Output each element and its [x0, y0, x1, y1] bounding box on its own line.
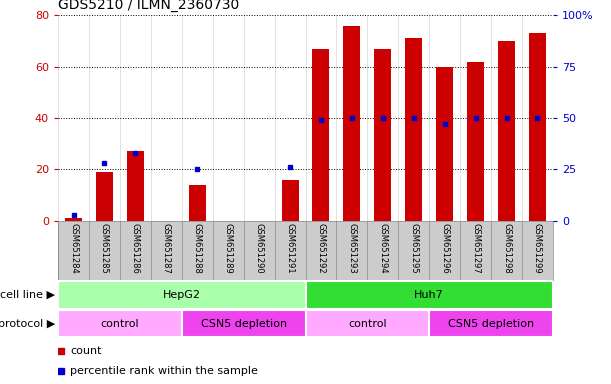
Text: GSM651298: GSM651298 [502, 223, 511, 273]
Text: GSM651296: GSM651296 [440, 223, 449, 273]
Text: GSM651297: GSM651297 [471, 223, 480, 273]
Bar [96, 172, 113, 221]
Bar [306, 281, 553, 309]
Text: GSM651299: GSM651299 [533, 223, 542, 273]
Text: GSM651284: GSM651284 [69, 223, 78, 273]
Bar [312, 49, 329, 221]
Text: protocol ▶: protocol ▶ [0, 318, 55, 329]
Text: GSM651291: GSM651291 [285, 223, 295, 273]
Text: GSM651289: GSM651289 [224, 223, 233, 273]
Text: HepG2: HepG2 [163, 290, 201, 300]
Text: count: count [70, 346, 102, 356]
Text: GSM651294: GSM651294 [378, 223, 387, 273]
Text: GSM651285: GSM651285 [100, 223, 109, 273]
Bar [375, 49, 391, 221]
Text: GSM651295: GSM651295 [409, 223, 419, 273]
Text: cell line ▶: cell line ▶ [0, 290, 55, 300]
Text: GSM651292: GSM651292 [316, 223, 326, 273]
Bar [429, 310, 553, 338]
Text: GSM651287: GSM651287 [162, 223, 171, 273]
Text: percentile rank within the sample: percentile rank within the sample [70, 366, 258, 376]
Text: GDS5210 / ILMN_2360730: GDS5210 / ILMN_2360730 [58, 0, 240, 12]
Text: control: control [101, 318, 139, 329]
Text: GSM651288: GSM651288 [192, 223, 202, 273]
Bar [282, 180, 299, 221]
Text: control: control [348, 318, 387, 329]
Text: CSN5 depletion: CSN5 depletion [448, 318, 534, 329]
Bar [58, 310, 182, 338]
Text: Huh7: Huh7 [414, 290, 444, 300]
Bar [405, 38, 422, 221]
Bar [58, 281, 306, 309]
Bar [467, 61, 484, 221]
Bar [436, 67, 453, 221]
Bar [127, 151, 144, 221]
Bar [182, 310, 306, 338]
Text: GSM651293: GSM651293 [348, 223, 356, 273]
Bar [306, 310, 429, 338]
Text: GSM651290: GSM651290 [255, 223, 263, 273]
Bar [189, 185, 206, 221]
Bar [65, 218, 82, 221]
Bar [529, 33, 546, 221]
Bar [498, 41, 515, 221]
Bar [343, 26, 360, 221]
Text: GSM651286: GSM651286 [131, 223, 140, 273]
Text: CSN5 depletion: CSN5 depletion [200, 318, 287, 329]
